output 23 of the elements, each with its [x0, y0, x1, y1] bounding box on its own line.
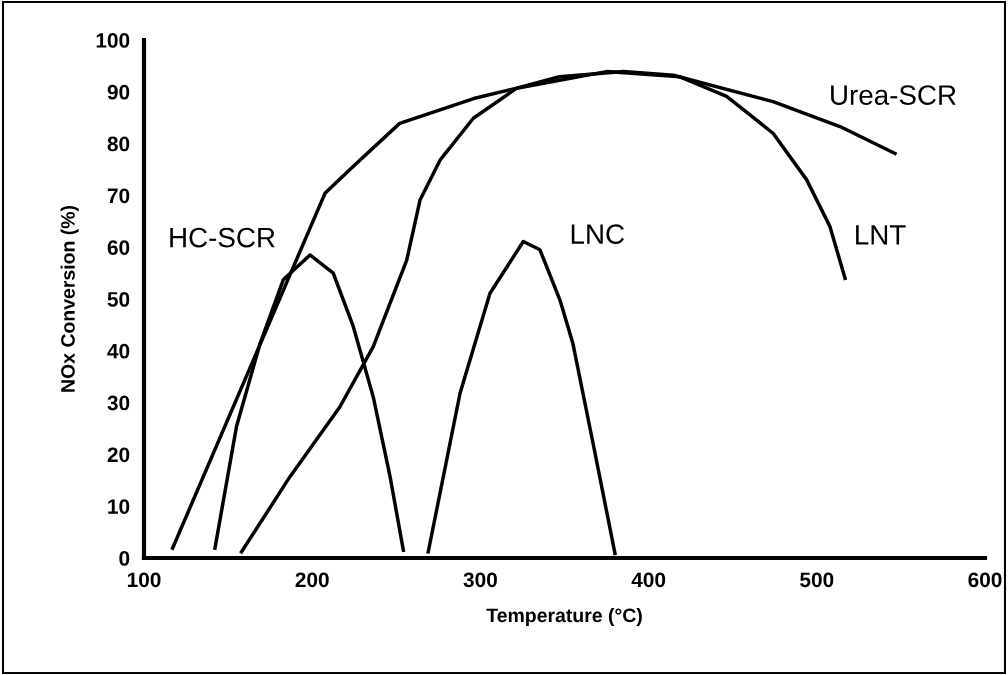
y-tick-label: 10	[108, 499, 130, 514]
y-tick-label: 40	[107, 343, 130, 359]
series-label: Urea-SCR	[831, 85, 956, 105]
y-tick-label: 30	[107, 395, 130, 411]
series-label: LNT	[856, 225, 906, 245]
x-tick-label: 200	[295, 572, 329, 588]
y-tick-label: 80	[107, 136, 130, 152]
x-tick-label: 300	[463, 572, 497, 588]
series-label: HC-SCR	[170, 227, 275, 248]
y-tick-label: 60	[107, 240, 130, 255]
x-tick-label: 400	[631, 572, 666, 588]
y-tick-label: 90	[107, 84, 130, 100]
y-axis-title: NOx Conversion (%)	[60, 205, 79, 392]
y-tick-label: 20	[107, 447, 130, 463]
y-tick-label: 50	[107, 292, 130, 307]
x-tick-label: 600	[968, 572, 1002, 588]
series-label: LNC	[571, 224, 625, 244]
y-tick-label: 100	[96, 33, 130, 48]
x-tick-label: 100	[127, 572, 161, 588]
x-axis-title: Temperature (°C)	[486, 607, 642, 627]
y-tick-label: 70	[107, 188, 130, 204]
y-tick-label: 0	[119, 551, 130, 566]
x-tick-label: 500	[800, 572, 834, 588]
